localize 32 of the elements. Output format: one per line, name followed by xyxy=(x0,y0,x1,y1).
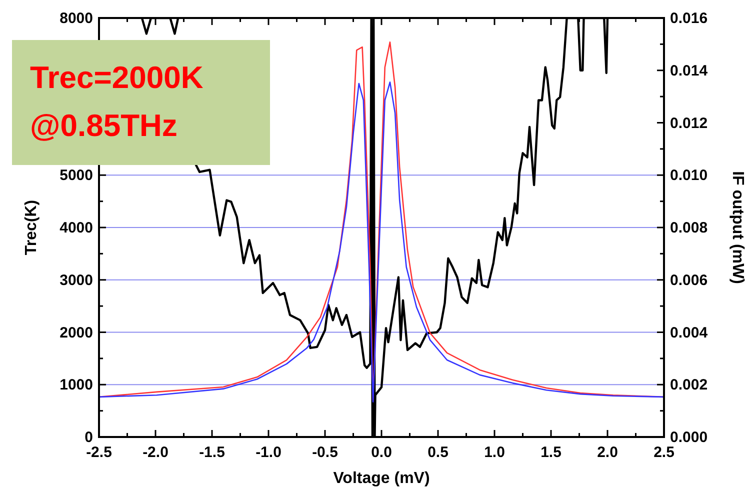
x-tick-label: -1.0 xyxy=(256,444,282,461)
y-tick-label: 3000 xyxy=(60,272,93,289)
annotation: Trec=2000K xyxy=(30,60,204,95)
y-tick-label: 5000 xyxy=(60,167,93,184)
x-tick-label: 0.0 xyxy=(371,444,392,461)
x-tick-label: -2.5 xyxy=(86,444,112,461)
annotation: @0.85THz xyxy=(30,108,178,143)
y2-tick-label: 0.012 xyxy=(670,114,708,132)
y2-tick-label: 0.004 xyxy=(670,324,708,342)
x-tick-label: 2.0 xyxy=(597,444,618,461)
x-tick-label: -0.5 xyxy=(312,444,338,461)
y2-tick-label: 0.016 xyxy=(670,10,708,27)
y2-tick-label: 0.002 xyxy=(670,376,708,394)
y-tick-label: 4000 xyxy=(60,220,93,236)
y-tick-label: 8000 xyxy=(60,10,93,27)
x-tick-label: 1.0 xyxy=(484,444,505,461)
x-tick-label: -2.0 xyxy=(142,444,168,461)
y-tick-label: 2000 xyxy=(60,324,93,342)
x-tick-label: -1.5 xyxy=(199,444,225,461)
x-tick-label: 2.5 xyxy=(654,444,674,461)
y-tick-label: 1000 xyxy=(60,376,93,394)
y-tick-label: 0 xyxy=(84,429,93,446)
y2-axis-title: IF output (mW) xyxy=(729,171,746,284)
y2-tick-label: 0.014 xyxy=(670,62,708,80)
y2-tick-label: 0.008 xyxy=(670,220,708,236)
x-axis-title: Voltage (mV) xyxy=(333,470,430,487)
y2-tick-label: 0.010 xyxy=(670,167,708,184)
x-tick-label: 1.5 xyxy=(540,444,562,461)
y-axis-title: Trec(K) xyxy=(23,200,40,256)
y2-tick-label: 0.000 xyxy=(670,429,708,446)
x-tick-label: 0.5 xyxy=(428,444,448,461)
y2-tick-label: 0.006 xyxy=(670,272,708,289)
